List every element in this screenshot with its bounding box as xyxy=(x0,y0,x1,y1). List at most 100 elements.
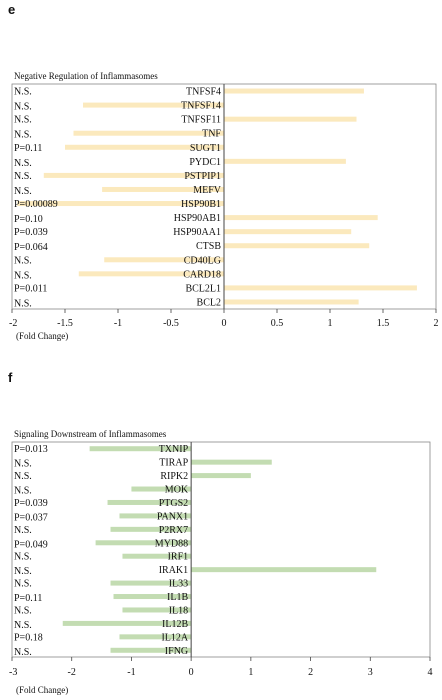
category-label: BCL2 xyxy=(197,297,221,308)
p-value-label: N.S. xyxy=(14,605,32,616)
p-value-label: P=0.11 xyxy=(14,593,42,604)
p-value-label: P=0.049 xyxy=(14,539,48,550)
x-tick-label: 1 xyxy=(248,667,253,678)
bar-tnf xyxy=(73,130,224,136)
p-value-label: P=0.037 xyxy=(14,512,48,523)
x-tick-label: -1 xyxy=(127,667,135,678)
p-value-label: N.S. xyxy=(14,471,32,482)
bar-hsp90b1 xyxy=(17,201,224,207)
category-label: IL12B xyxy=(162,619,188,630)
bar-sugt1 xyxy=(65,144,224,150)
x-tick-label: 2 xyxy=(434,318,439,329)
category-label: IL1B xyxy=(167,592,188,603)
category-label: TNFSF14 xyxy=(181,101,221,112)
bar-bcl2l1 xyxy=(224,285,417,291)
bar-tnfsf14 xyxy=(83,102,225,108)
bar-il12a xyxy=(119,634,192,640)
category-label: TXNIP xyxy=(159,444,189,455)
panel-letter-e: e xyxy=(8,2,16,17)
x-tick-label: 1 xyxy=(328,318,333,329)
bar-cd40lg xyxy=(104,257,224,263)
bar-ctsb xyxy=(224,243,370,249)
bar-ifng xyxy=(110,647,192,653)
bar-hsp90ab1 xyxy=(224,215,378,221)
category-label: TIRAP xyxy=(159,458,188,469)
bar-myd88 xyxy=(95,540,192,546)
p-value-label: N.S. xyxy=(14,171,32,182)
p-value-label: N.S. xyxy=(14,158,32,169)
p-value-label: N.S. xyxy=(14,298,32,309)
category-label: BCL2L1 xyxy=(185,283,221,294)
p-value-label: P=0.00089 xyxy=(14,199,58,210)
bar-il1b xyxy=(113,594,192,600)
p-value-label: N.S. xyxy=(14,87,32,98)
bar-p2rx7 xyxy=(110,526,192,532)
x-axis-label: (Fold Change) xyxy=(16,331,68,341)
bar-il12b xyxy=(62,620,192,626)
category-label: TNFSF4 xyxy=(186,87,221,98)
x-tick-label: 0 xyxy=(222,318,227,329)
p-value-label: N.S. xyxy=(14,486,32,497)
p-value-label: P=0.18 xyxy=(14,632,43,643)
bar-irf1 xyxy=(122,553,192,559)
p-value-label: N.S. xyxy=(14,647,32,658)
x-tick-label: -1.5 xyxy=(57,318,73,329)
x-tick-label: 2 xyxy=(308,667,313,678)
category-label: CARD18 xyxy=(183,269,221,280)
bar-tnfsf4 xyxy=(224,88,364,94)
p-value-label: P=0.064 xyxy=(14,242,48,253)
bar-il18 xyxy=(122,607,192,613)
category-label: CTSB xyxy=(196,241,221,252)
p-value-label: P=0.013 xyxy=(14,444,48,455)
p-value-label: N.S. xyxy=(14,186,32,197)
x-tick-label: -0.5 xyxy=(163,318,179,329)
category-label: TNFSF11 xyxy=(181,115,221,126)
x-tick-label: 4 xyxy=(428,667,433,678)
category-label: MEFV xyxy=(193,185,222,196)
bar-tirap xyxy=(191,459,272,465)
p-value-label: N.S. xyxy=(14,620,32,631)
p-value-label: P=0.10 xyxy=(14,214,43,225)
panel-letter-f: f xyxy=(8,370,13,385)
category-label: HSP90AB1 xyxy=(174,213,221,224)
p-value-label: N.S. xyxy=(14,459,32,470)
x-tick-label: -1 xyxy=(114,318,122,329)
x-tick-label: 0 xyxy=(189,667,194,678)
x-tick-label: 1.5 xyxy=(377,318,390,329)
x-axis-label: (Fold Change) xyxy=(16,685,68,695)
p-value-label: N.S. xyxy=(14,255,32,266)
bar-il33 xyxy=(110,580,192,586)
category-label: IL18 xyxy=(169,605,188,616)
bar-ripk2 xyxy=(191,473,251,479)
bar-mefv xyxy=(102,186,224,192)
bar-mok xyxy=(131,486,192,492)
bar-hsp90aa1 xyxy=(224,229,352,235)
category-label: IFNG xyxy=(165,646,188,657)
category-label: MOK xyxy=(165,485,189,496)
category-label: CD40LG xyxy=(184,255,221,266)
category-label: IRAK1 xyxy=(159,565,188,576)
category-label: TNF xyxy=(202,129,221,140)
category-label: P2RX7 xyxy=(159,525,188,536)
bar-tnfsf11 xyxy=(224,116,357,122)
category-label: SUGT1 xyxy=(190,143,221,154)
bar-txnip xyxy=(89,446,192,452)
p-value-label: N.S. xyxy=(14,552,32,563)
category-label: HSP90B1 xyxy=(181,199,221,210)
category-label: HSP90AA1 xyxy=(173,227,221,238)
bar-ptgs2 xyxy=(107,499,192,505)
p-value-label: N.S. xyxy=(14,579,32,590)
bar-irak1 xyxy=(191,567,377,573)
p-value-label: P=0.11 xyxy=(14,143,42,154)
category-label: IRF1 xyxy=(168,552,189,563)
bar-pstpip1 xyxy=(43,172,224,178)
category-label: MYD88 xyxy=(155,538,188,549)
p-value-label: P=0.039 xyxy=(14,227,48,238)
category-label: PTGS2 xyxy=(159,498,188,509)
x-tick-label: -2 xyxy=(68,667,76,678)
p-value-label: N.S. xyxy=(14,102,32,113)
p-value-label: N.S. xyxy=(14,115,32,126)
bar-bcl2 xyxy=(224,299,359,305)
p-value-label: N.S. xyxy=(14,130,32,141)
plot-frame xyxy=(11,441,431,658)
